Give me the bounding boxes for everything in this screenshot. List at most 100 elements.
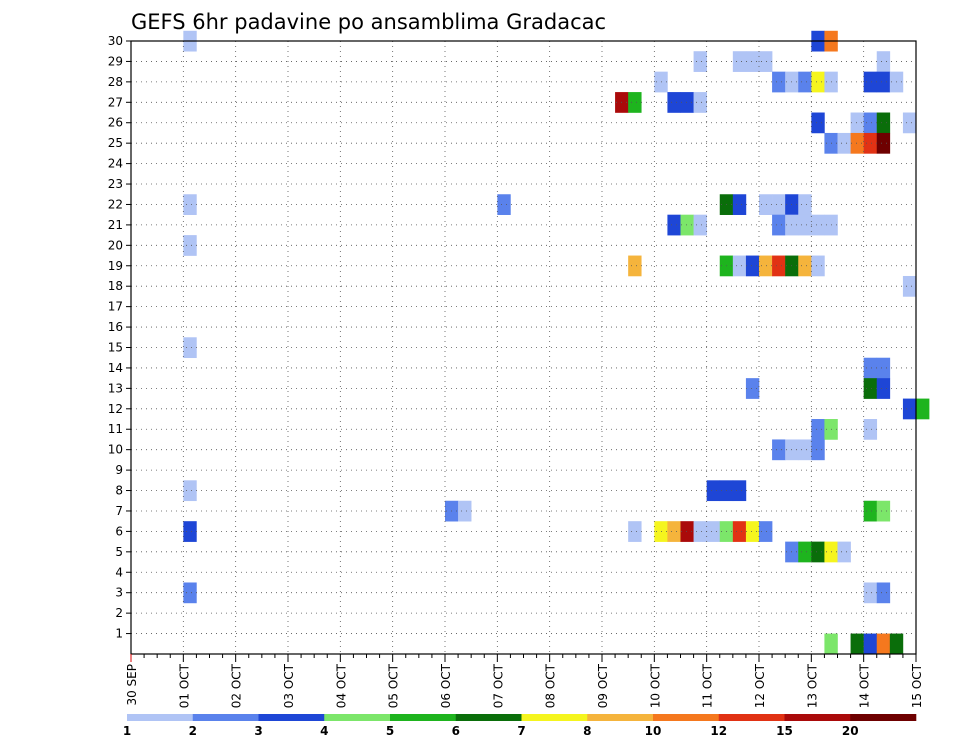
colorbar-swatch <box>127 714 194 721</box>
y-tick-label: 16 <box>108 320 123 334</box>
precip-cell <box>693 51 707 72</box>
colorbar: 1 2 3 4 5 6 7 8 10 12 15 20 <box>123 714 917 738</box>
precip-cell <box>680 521 694 542</box>
colorbar-label: 20 <box>842 724 859 738</box>
precip-cell <box>497 194 511 215</box>
precip-cell <box>811 439 825 461</box>
precip-cell <box>183 337 197 359</box>
precip-cell <box>863 132 878 154</box>
precip-cell <box>863 500 878 522</box>
precip-cell <box>693 214 707 236</box>
y-tick-label: 26 <box>108 116 123 130</box>
y-tick-label: 13 <box>108 381 123 395</box>
precip-cell <box>876 71 891 93</box>
precip-cell <box>693 521 707 542</box>
precip-cell <box>732 51 747 72</box>
precip-cell <box>889 633 904 655</box>
y-tick-label: 6 <box>115 524 123 538</box>
precip-cell <box>876 357 891 379</box>
colorbar-swatch <box>390 714 457 721</box>
y-tick-label: 17 <box>108 300 123 314</box>
y-tick-label: 3 <box>115 586 123 600</box>
y-axis: 1234567891011121314151617181920212223242… <box>108 34 131 641</box>
colorbar-label: 1 <box>123 724 131 738</box>
y-tick-label: 25 <box>108 136 123 150</box>
precip-cell <box>850 633 864 655</box>
precip-cell <box>458 500 472 522</box>
colorbar-label: 6 <box>452 724 460 738</box>
x-tick-label: 03 OCT <box>282 663 296 708</box>
x-tick-label: 10 OCT <box>648 663 662 708</box>
precip-cell <box>850 132 864 154</box>
y-tick-label: 2 <box>115 606 123 620</box>
y-tick-label: 15 <box>108 341 123 355</box>
colorbar-label: 2 <box>189 724 197 738</box>
y-tick-label: 18 <box>108 279 123 293</box>
y-tick-label: 8 <box>115 484 123 498</box>
precip-cell <box>628 521 642 542</box>
precip-cell <box>759 255 773 277</box>
precip-cell <box>183 480 197 502</box>
x-tick-label: 15 OCT <box>910 663 924 708</box>
x-tick-label: 14 OCT <box>858 663 872 708</box>
precip-cell <box>772 255 786 277</box>
precip-cell <box>745 51 760 72</box>
y-tick-label: 30 <box>108 34 123 48</box>
y-tick-label: 22 <box>108 197 123 211</box>
precip-cell <box>811 71 825 93</box>
precip-cell <box>183 521 197 542</box>
precip-cell <box>667 92 681 113</box>
y-tick-label: 14 <box>108 361 123 375</box>
precip-cell <box>759 194 773 215</box>
y-tick-label: 10 <box>108 443 123 457</box>
y-tick-label: 7 <box>115 504 123 518</box>
precip-cell <box>863 71 878 93</box>
precip-cell <box>680 214 694 236</box>
precip-cell <box>811 255 825 277</box>
precip-cell <box>183 582 197 604</box>
precip-cell <box>732 480 747 502</box>
precip-cell <box>863 582 878 604</box>
colorbar-label: 12 <box>710 724 727 738</box>
precip-cell <box>628 255 642 277</box>
y-tick-label: 21 <box>108 218 123 232</box>
precip-cell <box>183 235 197 256</box>
colorbar-swatch <box>718 714 785 721</box>
chart-title: GEFS 6hr padavine po ansamblima Gradacac <box>131 10 606 34</box>
precipitation-cells <box>183 30 930 655</box>
colorbar-swatch <box>784 714 851 721</box>
colorbar-swatch <box>324 714 391 721</box>
colorbar-swatch <box>850 714 917 721</box>
precip-cell <box>706 521 721 542</box>
precip-cell <box>772 214 786 236</box>
precip-cell <box>863 112 878 134</box>
colorbar-label: 8 <box>583 724 591 738</box>
precip-cell <box>628 92 642 113</box>
y-tick-label: 27 <box>108 95 123 109</box>
precip-cell <box>745 255 760 277</box>
x-tick-label: 12 OCT <box>753 663 767 708</box>
y-tick-label: 20 <box>108 238 123 252</box>
precip-cell <box>876 582 891 604</box>
colorbar-swatch <box>521 714 588 721</box>
x-tick-label: 04 OCT <box>334 663 348 708</box>
precip-cell <box>837 132 851 154</box>
precip-cell <box>772 71 786 93</box>
precip-cell <box>759 521 773 542</box>
x-tick-label: 02 OCT <box>230 663 244 708</box>
precip-cell <box>667 214 681 236</box>
precip-cell <box>680 92 694 113</box>
x-tick-label: 07 OCT <box>491 663 505 708</box>
y-tick-label: 19 <box>108 259 123 273</box>
precip-cell <box>876 500 891 522</box>
x-tick-label: 13 OCT <box>805 663 819 708</box>
y-tick-label: 29 <box>108 54 123 68</box>
x-axis: 30 SEP 01 OCT 02 OCT 03 OCT 04 OCT 05 OCT 06 O… <box>125 654 924 708</box>
precip-cell <box>732 521 747 542</box>
y-tick-label: 5 <box>115 545 123 559</box>
y-tick-label: 1 <box>115 627 123 641</box>
colorbar-swatch <box>192 714 259 721</box>
x-tick-label: 01 OCT <box>177 663 191 708</box>
precip-cell <box>759 51 773 72</box>
